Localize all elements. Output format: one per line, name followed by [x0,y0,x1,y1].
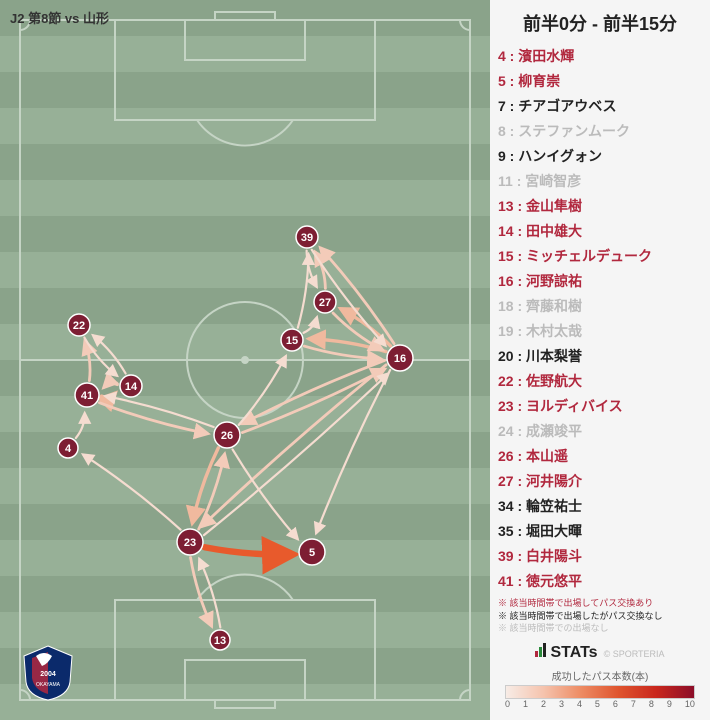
player-entry: 35 : 堀田大暉 [498,521,702,541]
scale-tick: 8 [649,699,654,709]
svg-text:5: 5 [309,547,315,559]
match-title: J2 第8節 vs 山形 [10,8,109,27]
scale-tick: 3 [559,699,564,709]
player-entry: 19 : 木村太哉 [498,321,702,341]
team-logo: 2004 OKAYAMA [18,642,78,702]
player-entry: 13 : 金山隼樹 [498,196,702,216]
pitch-area: J2 第8節 vs 山形 4 5 13 14 15 16 22 23 26 27 39 41 2004… [0,0,490,720]
scale-tick: 7 [631,699,636,709]
svg-text:22: 22 [73,320,85,332]
svg-text:27: 27 [319,297,331,309]
svg-text:2004: 2004 [40,671,56,678]
scale-tick: 2 [541,699,546,709]
player-entry: 41 : 徳元悠平 [498,571,702,591]
stats-brand-text: STATs [550,644,597,662]
pass-scale-bar [505,685,695,699]
player-entry: 39 : 白井陽斗 [498,546,702,566]
svg-text:23: 23 [184,537,196,549]
player-list: 4 : 濱田水輝 5 : 柳育崇 7 : チアゴアウベス 8 : ステファンムーク 9 … [498,46,702,591]
player-entry: 23 : ヨルディバイス [498,396,702,416]
scale-tick: 1 [523,699,528,709]
player-entry: 16 : 河野諒祐 [498,271,702,291]
svg-text:13: 13 [214,635,226,647]
player-entry: 26 : 本山遥 [498,446,702,466]
svg-text:14: 14 [125,381,138,393]
player-entry: 5 : 柳育崇 [498,71,702,91]
player-entry: 11 : 宮崎智彦 [498,171,702,191]
scale-tick: 10 [685,699,695,709]
svg-text:39: 39 [301,232,313,244]
legend-notes: ※ 該当時間帯で出場してパス交換あり※ 該当時間帯で出場したがパス交換なし※ 該… [498,597,702,635]
svg-text:26: 26 [221,430,233,442]
scale-tick: 4 [577,699,582,709]
player-entry: 18 : 齊藤和樹 [498,296,702,316]
player-entry: 7 : チアゴアウベス [498,96,702,116]
stats-brand-credit: © SPORTERIA [604,649,665,659]
player-entry: 4 : 濱田水輝 [498,46,702,66]
sidebar: 前半0分 - 前半15分 4 : 濱田水輝 5 : 柳育崇 7 : チアゴアウベス 8… [490,0,710,720]
time-range: 前半0分 - 前半15分 [498,10,702,36]
legend-note: ※ 該当時間帯で出場したがパス交換なし [498,610,702,623]
scale-tick: 9 [667,699,672,709]
player-entry: 27 : 河井陽介 [498,471,702,491]
stats-logo: STATs © SPORTERIA [498,643,702,662]
svg-text:15: 15 [286,335,298,347]
svg-text:41: 41 [81,390,93,402]
pass-network-svg: 4 5 13 14 15 16 22 23 26 27 39 41 [0,0,490,720]
svg-text:OKAYAMA: OKAYAMA [36,682,61,688]
player-entry: 9 : ハンイグォン [498,146,702,166]
scale-tick: 0 [505,699,510,709]
legend-note: ※ 該当時間帯で出場してパス交換あり [498,597,702,610]
scale-tick: 6 [613,699,618,709]
player-entry: 34 : 輪笠祐士 [498,496,702,516]
player-entry: 20 : 川本梨誉 [498,346,702,366]
player-entry: 15 : ミッチェルデューク [498,246,702,266]
player-entry: 22 : 佐野航大 [498,371,702,391]
player-entry: 8 : ステファンムーク [498,121,702,141]
pass-scale: 成功したパス本数(本) 0 1 2 3 4 5 6 7 8 9 10 [498,668,702,709]
pass-scale-title: 成功したパス本数(本) [498,668,702,683]
player-entry: 14 : 田中雄大 [498,221,702,241]
scale-tick: 5 [595,699,600,709]
legend-note: ※ 該当時間帯での出場なし [498,622,702,635]
pass-scale-ticks: 0 1 2 3 4 5 6 7 8 9 10 [505,699,695,709]
svg-text:16: 16 [394,353,406,365]
player-entry: 24 : 成瀬竣平 [498,421,702,441]
svg-text:4: 4 [65,443,72,455]
